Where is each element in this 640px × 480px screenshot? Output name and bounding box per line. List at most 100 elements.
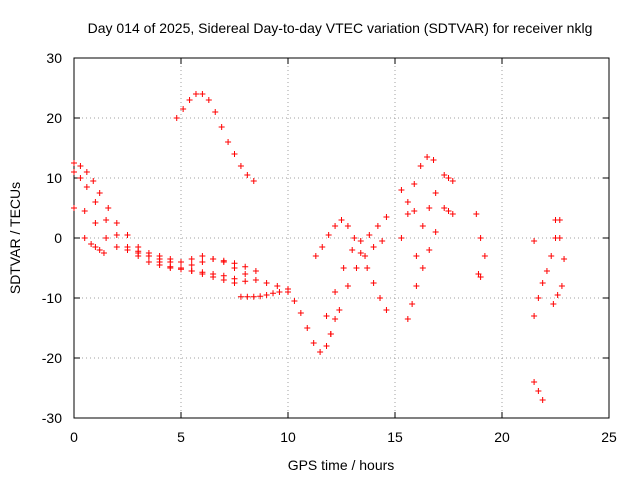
series-arc-7 xyxy=(285,289,339,355)
data-point xyxy=(336,307,343,313)
data-point xyxy=(539,397,546,403)
data-point xyxy=(199,271,206,277)
data-point xyxy=(531,238,538,244)
series-arc-2 xyxy=(71,169,259,274)
data-point xyxy=(357,238,364,244)
data-point xyxy=(231,151,238,157)
data-point xyxy=(124,232,131,238)
data-point xyxy=(548,253,555,259)
data-point xyxy=(244,172,251,178)
series-arc-14 xyxy=(413,190,439,259)
data-point xyxy=(432,229,439,235)
data-point xyxy=(257,293,264,300)
data-point xyxy=(370,280,377,286)
data-point xyxy=(231,280,238,286)
series-arc-9 xyxy=(312,217,390,313)
data-point xyxy=(145,259,152,265)
data-point xyxy=(220,259,227,265)
data-point xyxy=(83,169,90,175)
x-tick-label: 0 xyxy=(70,429,78,445)
data-point xyxy=(220,277,227,283)
data-point xyxy=(88,241,95,247)
data-point xyxy=(366,232,373,238)
data-point xyxy=(210,256,217,262)
data-point xyxy=(173,115,180,121)
data-point xyxy=(96,247,103,253)
data-point xyxy=(263,292,270,298)
data-point xyxy=(426,205,433,211)
data-point xyxy=(383,307,390,313)
data-point xyxy=(77,175,84,181)
data-point xyxy=(250,293,257,300)
series-arc-16 xyxy=(473,211,488,280)
series-arc-10 xyxy=(323,214,390,319)
data-point xyxy=(531,379,538,385)
grid-lines xyxy=(74,58,609,418)
data-point xyxy=(156,262,163,268)
data-point xyxy=(188,268,195,274)
data-point xyxy=(344,223,351,229)
data-point xyxy=(323,343,330,349)
data-point xyxy=(103,235,110,241)
data-point xyxy=(340,265,347,271)
data-point xyxy=(449,178,456,184)
y-tick-label: -30 xyxy=(42,410,62,426)
data-point xyxy=(212,109,219,115)
y-tick-label: -20 xyxy=(42,350,62,366)
data-point xyxy=(100,250,107,256)
data-point xyxy=(441,205,448,211)
y-axis-label: SDTVAR / TECUs xyxy=(7,182,23,294)
data-point xyxy=(167,265,174,271)
data-point xyxy=(325,232,332,238)
data-point xyxy=(113,244,120,250)
data-point xyxy=(274,283,281,289)
data-point xyxy=(432,190,439,196)
data-point xyxy=(276,289,283,295)
data-marks xyxy=(71,91,568,403)
y-tick-label: -10 xyxy=(42,290,62,306)
data-point xyxy=(351,235,358,241)
data-point xyxy=(413,253,420,259)
data-point xyxy=(178,259,184,265)
data-point xyxy=(310,340,317,346)
data-point xyxy=(317,349,324,355)
data-point xyxy=(543,268,550,274)
data-point xyxy=(205,97,212,103)
data-point xyxy=(344,283,351,289)
data-point xyxy=(90,178,97,184)
y-tick-label: 10 xyxy=(46,170,62,186)
data-point xyxy=(353,265,360,271)
data-point xyxy=(199,91,206,97)
data-point xyxy=(291,298,298,304)
data-point xyxy=(218,124,225,130)
data-point xyxy=(539,280,546,286)
data-point xyxy=(445,208,452,214)
data-point xyxy=(124,247,131,253)
data-point xyxy=(424,154,431,160)
data-point xyxy=(561,256,568,262)
data-point xyxy=(199,259,206,265)
data-point xyxy=(409,301,416,307)
data-point xyxy=(167,259,174,265)
data-point xyxy=(135,250,142,256)
data-point xyxy=(379,238,386,244)
data-point xyxy=(552,217,559,223)
series-arc-18 xyxy=(531,217,563,319)
data-point xyxy=(113,220,120,226)
data-point xyxy=(244,293,251,300)
data-point xyxy=(426,247,433,253)
data-point xyxy=(404,316,411,322)
data-point xyxy=(225,139,232,145)
data-point xyxy=(327,331,334,337)
series-arc-8 xyxy=(173,91,257,184)
data-point xyxy=(180,106,187,112)
data-point xyxy=(103,217,110,223)
data-point xyxy=(270,290,277,297)
data-point xyxy=(210,274,217,280)
chart-title: Day 014 of 2025, Sidereal Day-to-day VTE… xyxy=(88,20,593,36)
data-point xyxy=(319,244,326,250)
series-arc-4 xyxy=(81,235,107,256)
data-point xyxy=(445,175,452,181)
data-point xyxy=(188,256,195,262)
